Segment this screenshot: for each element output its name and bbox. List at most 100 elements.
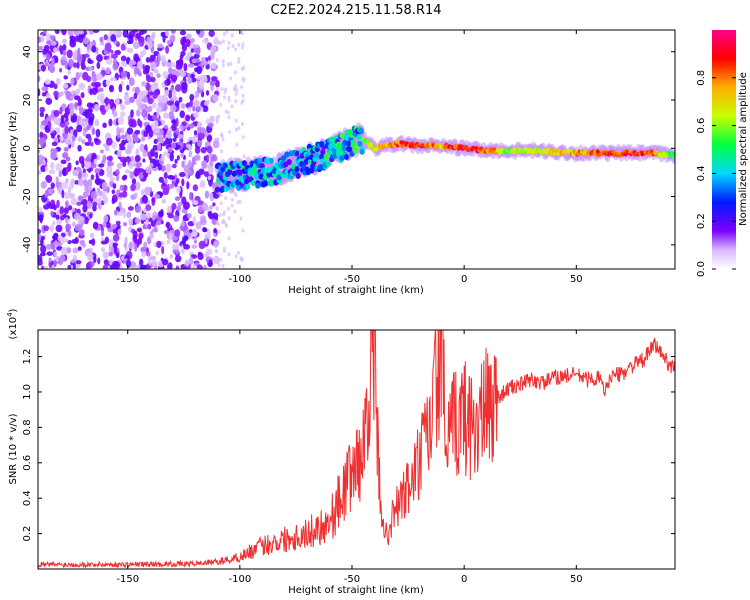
noise-speckle xyxy=(142,30,147,34)
noise-speckle xyxy=(195,170,200,179)
noise-speckle xyxy=(71,141,75,148)
noise-speckle xyxy=(50,199,56,208)
noise-speckle xyxy=(171,142,177,149)
signal-mark xyxy=(284,151,290,158)
noise-speckle xyxy=(175,265,180,269)
noise-speckle xyxy=(83,178,88,187)
noise-speckle xyxy=(45,243,52,250)
noise-speckle xyxy=(178,96,183,103)
noise-speckle xyxy=(241,135,245,140)
signal-mark xyxy=(259,162,265,169)
noise-speckle xyxy=(106,171,114,178)
noise-speckle xyxy=(174,84,182,92)
noise-speckle xyxy=(57,235,63,242)
noise-speckle xyxy=(193,47,201,54)
noise-speckle xyxy=(201,202,208,212)
noise-speckle xyxy=(138,172,144,180)
noise-speckle xyxy=(68,230,72,237)
noise-speckle xyxy=(51,141,58,147)
noise-speckle xyxy=(215,86,219,91)
noise-speckle xyxy=(140,188,145,196)
noise-speckle xyxy=(99,104,105,111)
noise-speckle xyxy=(188,150,192,158)
noise-speckle xyxy=(171,89,177,99)
noise-speckle xyxy=(162,112,170,119)
noise-speckle xyxy=(145,76,153,83)
noise-speckle xyxy=(166,130,172,139)
noise-speckle xyxy=(185,259,190,267)
noise-speckle xyxy=(227,41,231,46)
colorbar-tick-label: 0.0 xyxy=(696,261,707,277)
noise-speckle xyxy=(94,168,101,174)
noise-speckle xyxy=(165,30,170,37)
noise-speckle xyxy=(191,244,198,249)
noise-speckle xyxy=(180,153,185,158)
noise-speckle xyxy=(211,154,218,162)
noise-speckle xyxy=(78,106,84,112)
noise-speckle xyxy=(59,206,65,215)
noise-speckle xyxy=(63,75,69,80)
noise-speckle xyxy=(96,54,103,63)
noise-speckle xyxy=(149,61,157,70)
noise-speckle xyxy=(242,78,246,83)
noise-speckle xyxy=(111,141,117,149)
noise-speckle xyxy=(53,47,58,53)
noise-speckle xyxy=(90,261,95,266)
noise-speckle xyxy=(119,184,125,192)
noise-speckle xyxy=(217,114,221,119)
noise-speckle xyxy=(190,231,198,238)
noise-speckle xyxy=(68,192,76,199)
noise-speckle xyxy=(75,71,80,81)
noise-speckle xyxy=(219,132,223,137)
noise-speckle xyxy=(221,59,225,64)
noise-speckle xyxy=(46,40,52,45)
noise-speckle xyxy=(53,83,58,90)
noise-speckle xyxy=(89,213,93,219)
noise-speckle xyxy=(64,121,70,126)
spectrogram-xtick-label: -50 xyxy=(344,274,360,285)
noise-speckle xyxy=(227,216,231,221)
noise-speckle xyxy=(171,123,177,131)
spectrogram-ytick-label: -20 xyxy=(22,188,33,204)
noise-speckle xyxy=(141,135,146,142)
noise-speckle xyxy=(53,109,60,117)
noise-speckle xyxy=(89,162,97,169)
noise-speckle xyxy=(170,175,176,180)
noise-speckle xyxy=(157,53,161,62)
noise-speckle xyxy=(72,262,76,269)
spectrogram-xtick-label: -150 xyxy=(116,274,139,285)
noise-speckle xyxy=(44,165,48,172)
noise-speckle xyxy=(134,217,141,224)
noise-speckle xyxy=(225,30,229,34)
noise-speckle xyxy=(115,252,120,259)
noise-speckle xyxy=(87,252,94,262)
noise-speckle xyxy=(145,56,150,63)
noise-speckle xyxy=(202,105,209,113)
noise-speckle xyxy=(103,214,109,223)
noise-speckle xyxy=(139,264,145,269)
noise-speckle xyxy=(77,246,82,251)
noise-speckle xyxy=(120,70,128,78)
noise-speckle xyxy=(181,219,185,227)
noise-speckle xyxy=(109,98,115,107)
noise-speckle xyxy=(187,159,192,169)
noise-speckle xyxy=(237,126,241,131)
noise-speckle xyxy=(148,233,155,239)
noise-speckle xyxy=(48,169,56,175)
noise-speckle xyxy=(101,181,108,191)
noise-speckle xyxy=(71,221,76,227)
noise-speckle xyxy=(234,193,238,198)
noise-speckle xyxy=(208,135,212,143)
noise-speckle xyxy=(174,196,181,201)
noise-speckle xyxy=(145,124,151,134)
signal-mark xyxy=(349,150,355,157)
noise-speckle xyxy=(81,139,86,144)
noise-speckle xyxy=(88,167,92,174)
noise-speckle xyxy=(221,39,225,44)
noise-speckle xyxy=(128,118,135,128)
noise-speckle xyxy=(60,159,67,165)
noise-speckle xyxy=(242,154,246,159)
noise-speckle xyxy=(74,224,82,232)
noise-speckle xyxy=(99,149,104,154)
noise-speckle xyxy=(126,34,134,40)
